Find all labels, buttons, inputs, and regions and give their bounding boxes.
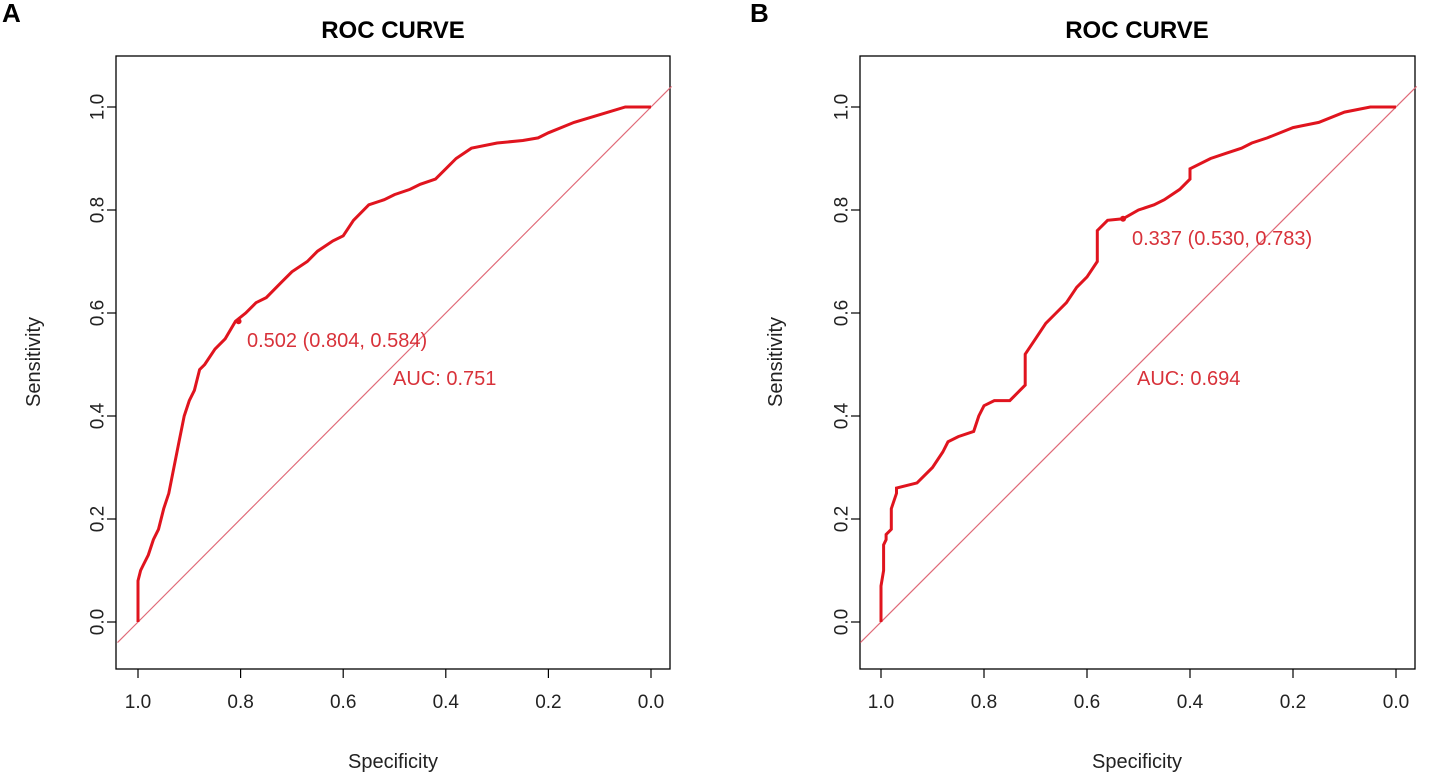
y-tick-label-b: 0.6 xyxy=(832,300,853,326)
plot-frame-a xyxy=(115,55,671,670)
roc-curve-b xyxy=(879,105,1396,622)
y-tick-label-b: 0.8 xyxy=(832,197,853,223)
plot-frame-b xyxy=(859,55,1416,670)
x-axis-a: 1.0 0.8 0.6 0.4 0.2 0.0 xyxy=(125,669,664,713)
threshold-label-b: 0.337 (0.530, 0.783) xyxy=(1132,228,1312,250)
panel-letter-a: A xyxy=(2,0,21,28)
y-tick-label-a: 1.0 xyxy=(88,94,109,120)
x-axis-label-a: Specificity xyxy=(348,751,438,773)
y-tick-label-a: 0.8 xyxy=(88,197,109,223)
roc-curve-a xyxy=(136,105,651,622)
y-axis-b: 0.0 0.2 0.4 0.6 0.8 1.0 xyxy=(832,94,860,635)
y-tick-label-a: 0.6 xyxy=(88,300,109,326)
panel-letter-b: B xyxy=(750,0,769,28)
x-tick-label-a: 0.0 xyxy=(638,692,664,713)
threshold-point-a xyxy=(235,318,242,325)
x-tick-label-b: 0.0 xyxy=(1383,692,1409,713)
threshold-label-a: 0.502 (0.804, 0.584) xyxy=(247,330,427,352)
x-tick-label-b: 1.0 xyxy=(868,692,894,713)
x-tick-label-a: 0.6 xyxy=(330,692,356,713)
y-tick-label-a: 0.4 xyxy=(88,402,109,429)
x-tick-label-a: 0.8 xyxy=(227,692,253,713)
y-tick-label-a: 0.0 xyxy=(88,609,109,635)
chart-title-b: ROC CURVE xyxy=(1065,17,1209,44)
x-tick-label-a: 1.0 xyxy=(125,692,151,713)
auc-label-b: AUC: 0.694 xyxy=(1137,368,1240,390)
y-axis-label-b: Sensitivity xyxy=(765,317,787,407)
x-axis-label-b: Specificity xyxy=(1092,751,1182,773)
x-tick-label-b: 0.4 xyxy=(1177,692,1204,713)
y-tick-label-b: 0.4 xyxy=(832,402,853,429)
x-tick-label-b: 0.2 xyxy=(1280,692,1306,713)
y-axis-label-a: Sensitivity xyxy=(23,317,45,407)
y-tick-label-b: 0.0 xyxy=(832,609,853,635)
reference-diagonal-b xyxy=(859,85,1418,644)
x-tick-label-b: 0.8 xyxy=(971,692,997,713)
y-axis-a: 0.0 0.2 0.4 0.6 0.8 1.0 xyxy=(88,94,116,635)
auc-label-a: AUC: 0.751 xyxy=(393,368,496,390)
y-tick-label-b: 1.0 xyxy=(832,94,853,120)
x-axis-b: 1.0 0.8 0.6 0.4 0.2 0.0 xyxy=(868,669,1409,713)
panel-a: A ROC CURVE 1.0 0.8 0.6 0.4 0.2 0.0 0.0 0.2 0.4… xyxy=(2,0,672,773)
reference-diagonal-a xyxy=(117,85,672,644)
x-tick-label-a: 0.2 xyxy=(535,692,561,713)
x-tick-label-a: 0.4 xyxy=(433,692,460,713)
y-tick-label-b: 0.2 xyxy=(832,506,853,532)
chart-title-a: ROC CURVE xyxy=(321,17,465,44)
threshold-point-b xyxy=(1120,215,1127,222)
y-tick-label-a: 0.2 xyxy=(88,506,109,532)
x-tick-label-b: 0.6 xyxy=(1074,692,1100,713)
panel-b: B ROC CURVE 1.0 0.8 0.6 0.4 0.2 0.0 0.0 0.2 0.4… xyxy=(750,0,1418,773)
